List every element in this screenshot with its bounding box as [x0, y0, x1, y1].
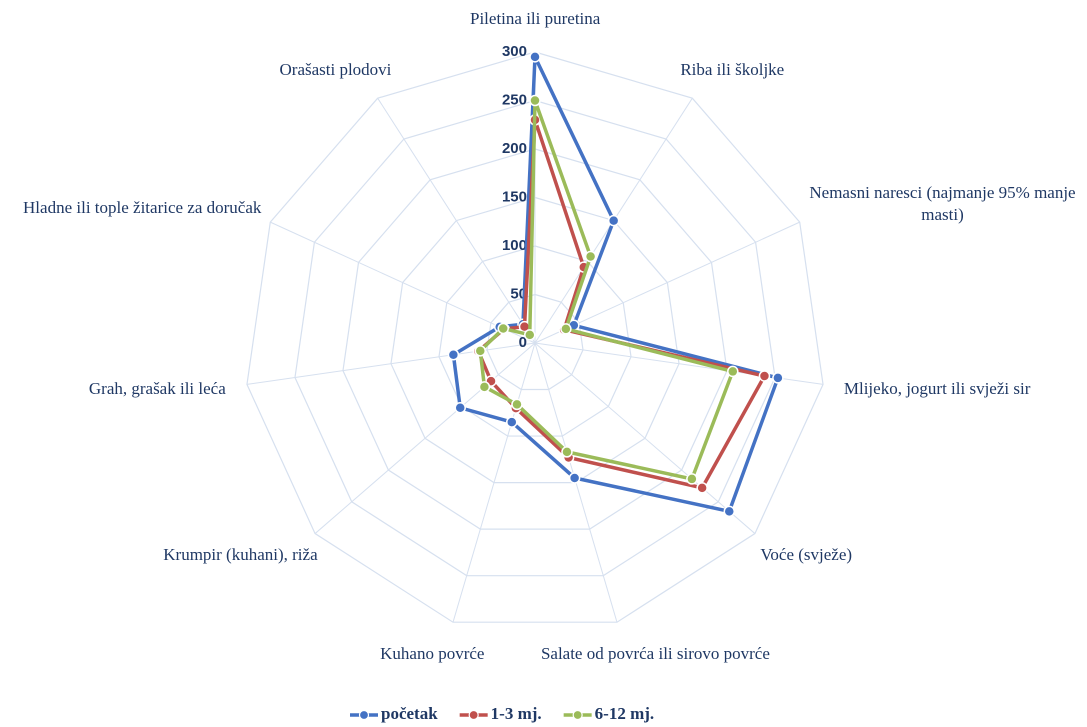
legend-label: 6-12 mj.: [595, 704, 654, 723]
spoke: [246, 342, 536, 385]
spoke: [270, 221, 536, 344]
grid-line: [294, 99, 776, 577]
category-label: Riba ili školjke: [680, 60, 785, 80]
legend-swatch-dot: [358, 709, 370, 721]
grid-line: [390, 196, 680, 484]
legend-label: početak: [381, 704, 438, 723]
category-label: Orašasti plodovi: [279, 60, 392, 80]
data-point: [686, 473, 698, 485]
category-label: Grah, grašak ili leća: [88, 379, 226, 399]
data-point: [474, 345, 487, 357]
series-line: [451, 56, 781, 514]
y-tick-label: 100: [502, 237, 527, 254]
y-tick-label: 0: [519, 334, 527, 351]
category-label: Salate od povrća ili sirovo povrće: [540, 643, 770, 663]
data-point: [506, 416, 518, 428]
legend: početak 1-3 mj. 6-12 mj.: [350, 704, 654, 723]
category-label: Voće (svježe): [760, 545, 853, 565]
legend-swatch-dot: [468, 709, 479, 721]
data-point: [560, 323, 572, 335]
data-point: [524, 329, 536, 341]
data-point: [584, 250, 597, 263]
legend-label: 1-3 mj.: [491, 704, 542, 723]
data-point: [511, 398, 523, 411]
data-point: [723, 505, 736, 518]
y-tick-label: 300: [502, 43, 527, 60]
y-tick-label: 250: [502, 91, 527, 108]
y-tick-label: 200: [502, 140, 527, 157]
category-label: Kuhano povrće: [380, 643, 485, 663]
data-point: [529, 51, 541, 63]
spoke: [534, 342, 756, 534]
data-point: [497, 322, 509, 335]
data-point: [727, 365, 739, 378]
category-label: Krumpir (kuhani), riža: [163, 545, 318, 565]
data-point: [607, 214, 620, 227]
category-label: Nemasni naresci (najmanje 95% manje mast…: [809, 182, 1076, 224]
grid-line: [438, 245, 632, 437]
data-point: [758, 370, 771, 382]
category-label: Piletina ili puretina: [470, 9, 601, 28]
grid-line: [342, 148, 728, 530]
category-label: Hladne ili tople žitarice za doručak: [23, 198, 262, 218]
data-point: [772, 372, 784, 384]
spoke: [534, 221, 800, 344]
data-point: [478, 381, 491, 393]
y-tick-label: 150: [502, 188, 527, 205]
data-point: [696, 482, 708, 494]
spoke: [452, 342, 536, 623]
legend-swatch-dot: [572, 709, 583, 721]
grid-line: [246, 51, 824, 623]
data-point: [561, 446, 573, 458]
data-point: [568, 472, 581, 484]
category-label: Mlijeko, jogurt ili svježi sir: [843, 379, 1031, 399]
data-point: [529, 94, 541, 107]
data-point: [447, 348, 460, 361]
data-point: [454, 402, 466, 414]
spoke: [377, 97, 536, 344]
spoke: [314, 342, 536, 534]
